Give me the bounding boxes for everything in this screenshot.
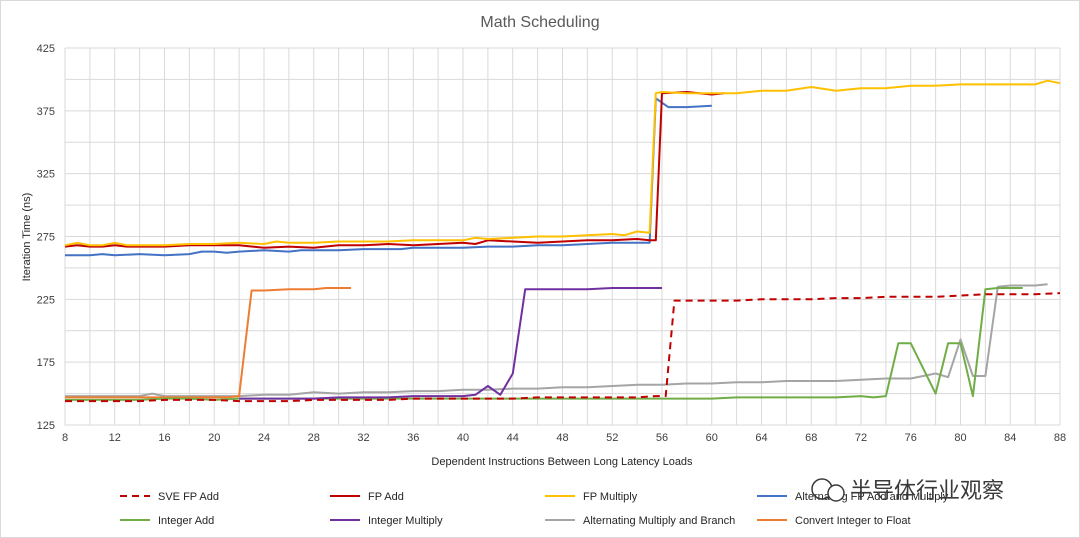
x-tick-label: 32 xyxy=(357,432,369,444)
wechat-icon-bubble xyxy=(827,484,845,502)
x-tick-label: 80 xyxy=(954,432,966,444)
chart-title: Math Scheduling xyxy=(480,14,599,31)
y-tick-label: 225 xyxy=(37,294,55,306)
legend-label-integer-add: Integer Add xyxy=(158,515,214,527)
x-tick-label: 60 xyxy=(706,432,718,444)
series-line-fp-multiply xyxy=(64,79,1061,247)
gridlines xyxy=(64,47,1061,426)
series-lines xyxy=(64,79,1061,403)
legend-label-fp-add: FP Add xyxy=(368,491,404,503)
legend-label-convert-integer-to-float: Convert Integer to Float xyxy=(795,515,911,527)
y-tick-label: 325 xyxy=(37,169,55,181)
x-tick-label: 64 xyxy=(755,432,767,444)
y-tick-label: 275 xyxy=(37,232,55,244)
watermark: 半导体行业观察 xyxy=(811,478,1004,503)
x-tick-label: 56 xyxy=(656,432,668,444)
x-tick-label: 88 xyxy=(1054,432,1066,444)
x-tick-label: 76 xyxy=(905,432,917,444)
x-tick-label: 84 xyxy=(1004,432,1016,444)
series-line-alternating-fp-add-and-multiply xyxy=(65,97,712,257)
y-axis-label: Iteration Time (ns) xyxy=(21,193,33,282)
x-tick-label: 12 xyxy=(109,432,121,444)
x-tick-label: 52 xyxy=(606,432,618,444)
watermark-text: 半导体行业观察 xyxy=(850,478,1004,503)
y-tick-label: 425 xyxy=(37,43,55,55)
series-line-integer-multiply xyxy=(239,287,662,400)
x-tick-label: 8 xyxy=(62,432,68,444)
x-tick-label: 36 xyxy=(407,432,419,444)
x-tick-label: 24 xyxy=(258,432,270,444)
x-tick-label: 72 xyxy=(855,432,867,444)
legend-label-sve-fp-add: SVE FP Add xyxy=(158,491,219,503)
y-tick-label: 175 xyxy=(37,357,55,369)
series-line-fp-add xyxy=(64,91,725,249)
x-tick-label: 40 xyxy=(457,432,469,444)
tick-labels: 8 12 16 20 24 28 32 36 40 44 48 52 56 60 64 68 72 76 80 84 8… xyxy=(37,43,1066,444)
series-line-sve-fp-add xyxy=(65,292,1061,403)
legend-label-integer-multiply: Integer Multiply xyxy=(368,515,443,527)
x-tick-label: 48 xyxy=(556,432,568,444)
x-tick-label: 68 xyxy=(805,432,817,444)
x-tick-label: 28 xyxy=(308,432,320,444)
legend-label-fp-multiply: FP Multiply xyxy=(583,491,638,503)
x-tick-label: 16 xyxy=(158,432,170,444)
x-axis-label: Dependent Instructions Between Long Late… xyxy=(431,456,693,468)
x-tick-label: 20 xyxy=(208,432,220,444)
legend-label-alternating-multiply-and-branch: Alternating Multiply and Branch xyxy=(583,515,735,527)
y-tick-label: 375 xyxy=(37,106,55,118)
x-tick-label: 44 xyxy=(507,432,519,444)
y-tick-label: 125 xyxy=(37,420,55,432)
series-line-alternating-multiply-and-branch xyxy=(65,283,1048,398)
series-line-convert-integer-to-float xyxy=(65,287,352,399)
